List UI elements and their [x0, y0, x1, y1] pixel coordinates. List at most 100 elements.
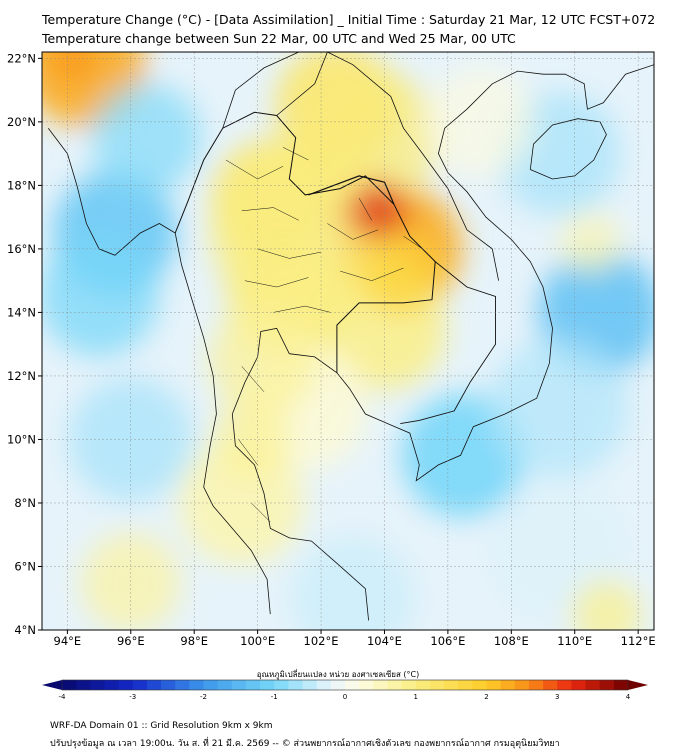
province-line-4 — [327, 223, 379, 240]
colorbar-tick-label-7: 3 — [555, 693, 559, 701]
colorbar-tick-label-3: -1 — [271, 693, 278, 701]
colorbar-bin-28 — [458, 680, 473, 690]
border-myanmar-east — [222, 52, 299, 129]
colorbar-tick-label-2: -2 — [200, 693, 207, 701]
province-line-0 — [225, 159, 284, 180]
colorbar-label: อุณหภูมิเปลี่ยนแปลง หน่วย องศาเซลเซียส (… — [256, 670, 420, 679]
field-shade-14 — [48, 52, 99, 84]
x-axis: 94°E 96°E 98°E 100°E 102°E 104°E 106°E 108°E 110… — [54, 630, 656, 648]
colorbar-bin-19 — [330, 680, 346, 690]
colorbar-bin-1 — [76, 680, 91, 690]
province-line-8 — [238, 439, 258, 466]
y-tick-label-1: 6°N — [14, 559, 36, 573]
x-tick-label-6: 106°E — [430, 634, 465, 648]
colorbar-bin-8 — [175, 680, 190, 690]
colorbar-bin-2 — [90, 680, 105, 690]
x-tick-label-4: 102°E — [304, 634, 339, 648]
colorbar-extend-high — [628, 680, 648, 690]
province-line-12 — [403, 235, 423, 250]
colorbar-bin-36 — [571, 680, 586, 690]
colorbar-bin-7 — [161, 680, 176, 690]
x-tick-label-3: 100°E — [240, 634, 275, 648]
field-shade-8 — [488, 337, 629, 478]
field-shade-7 — [91, 82, 202, 193]
colorbar-bin-5 — [132, 680, 148, 690]
colorbar-bin-39 — [613, 680, 629, 690]
colorbar-bin-33 — [528, 680, 544, 690]
x-tick-label-1: 96°E — [117, 634, 145, 648]
gridlines — [42, 52, 654, 630]
field-shade-2 — [208, 305, 319, 416]
field-shade-5 — [360, 234, 441, 315]
x-tick-label-9: 112°E — [621, 634, 656, 648]
colorbar-bin-31 — [500, 680, 516, 690]
province-line-6 — [273, 305, 331, 313]
y-tick-label-6: 16°N — [7, 242, 36, 256]
colorbar-bin-27 — [444, 680, 459, 690]
province-line-5 — [340, 267, 404, 281]
colorbar-tick-label-5: 1 — [414, 693, 418, 701]
colorbar-bin-4 — [118, 680, 134, 690]
x-tick-label-7: 108°E — [494, 634, 529, 648]
colorbar-bin-3 — [104, 680, 119, 690]
coastlines — [47, 52, 654, 621]
field-shade-11 — [571, 579, 642, 630]
colorbar-bin-11 — [217, 680, 233, 690]
colorbar-bin-6 — [146, 680, 162, 690]
province-line-7 — [241, 366, 265, 392]
colorbar-bin-9 — [189, 680, 204, 690]
colorbar-bin-25 — [415, 680, 431, 690]
colorbar-bin-30 — [486, 680, 502, 690]
coastline-east — [231, 64, 654, 621]
temperature-field — [42, 52, 654, 630]
province-line-1 — [241, 207, 299, 221]
colorbar-bin-22 — [373, 680, 388, 690]
coastline-west — [47, 127, 271, 615]
colorbar-bin-29 — [472, 680, 487, 690]
colorbar-bin-32 — [514, 680, 530, 690]
y-tick-label-5: 14°N — [7, 305, 36, 319]
province-line-3 — [244, 277, 309, 288]
colorbar-bin-23 — [387, 680, 402, 690]
chart-title: Temperature Change (°C) - [Data Assimila… — [42, 12, 656, 27]
colorbar-bin-35 — [557, 680, 572, 690]
x-tick-label-8: 110°E — [557, 634, 592, 648]
colorbar-bin-12 — [231, 680, 247, 690]
footer-credits: ปรับปรุงข้อมูล ณ เวลา 19:00น. วัน ส. ที่… — [50, 739, 560, 749]
colorbar: -4 -3 -2 -1 0 1 2 3 4 — [42, 679, 648, 701]
colorbar-tick-label-6: 2 — [484, 693, 488, 701]
colorbar-tick-label-0: -4 — [59, 693, 67, 701]
province-line-10 — [358, 197, 373, 221]
border-laos-north — [276, 52, 328, 116]
colorbar-bin-17 — [302, 680, 318, 690]
colorbar-tick-label-4: 0 — [343, 693, 347, 701]
colorbar-frame — [61, 679, 629, 691]
colorbar-bin-38 — [599, 680, 615, 690]
border-vietnam-laos — [327, 52, 499, 281]
colorbar-bin-24 — [401, 680, 417, 690]
colorbar-bin-0 — [62, 680, 77, 690]
colorbar-bin-26 — [429, 680, 445, 690]
y-tick-label-4: 12°N — [7, 369, 36, 383]
y-tick-label-7: 18°N — [7, 178, 36, 192]
y-axis: 4°N 6°N 8°N 10°N 12°N 14°N 16°N 18°N 20°N 22°N — [7, 51, 42, 637]
border-khorat — [308, 175, 395, 205]
colorbar-bin-15 — [274, 680, 289, 690]
x-tick-label-5: 104°E — [367, 634, 402, 648]
field-cell-malay-peninsula-coast — [290, 536, 415, 630]
colorbar-bin-14 — [260, 680, 275, 690]
y-tick-label-0: 4°N — [14, 623, 36, 637]
province-line-9 — [251, 502, 271, 523]
colorbar-extend-low — [42, 680, 62, 690]
field-shade-13 — [560, 212, 621, 273]
colorbar-bin-21 — [359, 680, 374, 690]
colorbar-tick-label-8: 4 — [626, 693, 631, 701]
field-blobs — [42, 52, 654, 630]
colorbar-bin-34 — [543, 680, 558, 690]
province-line-2 — [257, 248, 322, 259]
field-shade-4 — [350, 182, 407, 239]
border-cambodia — [400, 261, 496, 425]
x-tick-label-0: 94°E — [54, 634, 82, 648]
colorbar-bin-37 — [585, 680, 601, 690]
